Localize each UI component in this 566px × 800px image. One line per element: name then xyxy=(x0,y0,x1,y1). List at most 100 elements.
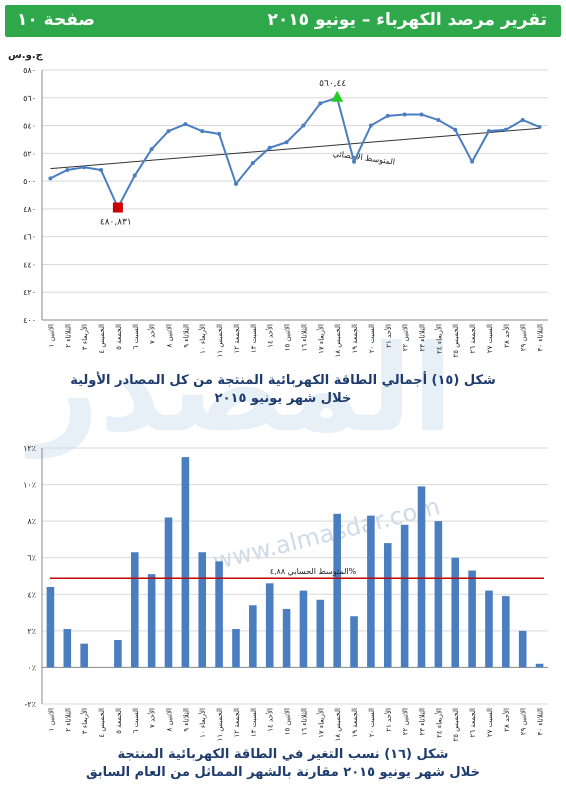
y-tick-label: ١٢٪ xyxy=(23,444,36,453)
x-tick-label: الأحد ٢٨ xyxy=(502,324,511,348)
x-tick-label: الأربعاء ٣ xyxy=(80,324,89,350)
chart1-caption-line2: خلال شهر يونيو ٢٠١٥ xyxy=(214,391,352,406)
x-tick-label: السبت ٢٠ xyxy=(368,708,376,737)
line-point xyxy=(149,147,154,152)
x-tick-label: الاثنين ١ xyxy=(47,324,55,347)
line-point xyxy=(217,131,222,136)
line-point xyxy=(419,112,424,117)
x-tick-label: الثلاثاء ٩ xyxy=(182,708,190,732)
line-point xyxy=(233,181,238,186)
x-tick-label: الخميس ٤ xyxy=(98,324,106,354)
x-tick-label: الخميس ١٨ xyxy=(334,708,342,741)
trend-label: المتوسط الاحصائي xyxy=(332,149,395,167)
bar-chart-x-ticks: الاثنين ١ الثلاثاء ٢ الأربعاء ٣ الخميس ٤ الج… xyxy=(47,708,544,741)
x-tick-label: الثلاثاء ٣٠ xyxy=(537,708,545,736)
x-tick-label: الاثنين ١٥ xyxy=(284,324,292,351)
x-tick-label: الثلاثاء ٣٠ xyxy=(537,324,545,352)
bar xyxy=(265,583,274,668)
line-point xyxy=(318,101,323,106)
x-tick-label: الجمعة ١٢ xyxy=(233,708,241,738)
line-point xyxy=(99,168,104,172)
x-tick-label: الثلاثاء ٢٣ xyxy=(419,708,427,736)
max-point xyxy=(331,90,344,102)
y-tick-label: ٠٪ xyxy=(27,663,36,672)
y-tick-label: ٥٦٠ xyxy=(23,94,36,103)
y-tick-label: ٤٢٠ xyxy=(23,288,36,297)
bar xyxy=(468,570,476,668)
x-tick-label: الأربعاء ٢٤ xyxy=(434,324,443,354)
x-tick-label: الخميس ٢٥ xyxy=(452,324,460,357)
x-tick-label: السبت ١٣ xyxy=(250,708,258,737)
x-tick-label: السبت ٦ xyxy=(132,708,140,733)
x-tick-label: الأحد ٢١ xyxy=(384,324,393,348)
x-tick-label: الاثنين ١٥ xyxy=(284,708,292,735)
x-tick-label: الخميس ١١ xyxy=(216,708,224,741)
bar xyxy=(114,640,122,668)
x-tick-label: الثلاثاء ١٦ xyxy=(300,708,308,736)
y-tick-label: ٨٪ xyxy=(27,517,36,526)
y-tick-label: ٥٨٠ xyxy=(23,66,36,75)
line-point xyxy=(250,161,255,166)
x-tick-label: الجمعة ٥ xyxy=(115,324,123,350)
line-point xyxy=(183,122,188,127)
line-series xyxy=(49,96,540,210)
y-axis-unit: ج.و.س xyxy=(8,50,44,61)
x-tick-label: الجمعة ١٢ xyxy=(233,324,241,354)
page-number: صفحة ١٠ xyxy=(17,10,95,30)
x-tick-label: الثلاثاء ٢٣ xyxy=(419,324,427,352)
min-point xyxy=(112,202,123,213)
x-tick-label: الأحد ٧ xyxy=(148,324,157,344)
x-tick-label: الجمعة ٥ xyxy=(115,708,123,734)
y-tick-label: ٥٤٠ xyxy=(23,122,36,131)
bar xyxy=(367,515,375,668)
y-tick-label: ٢٪ xyxy=(27,627,36,636)
y-tick-label: -٢٪ xyxy=(25,700,36,709)
line-point xyxy=(267,145,272,150)
x-tick-label: الأحد ١٤ xyxy=(266,708,275,732)
line-point xyxy=(470,159,475,164)
y-tick-label: ١٠٪ xyxy=(23,481,36,490)
y-tick-label: ٤٪ xyxy=(27,590,36,599)
bar xyxy=(46,586,55,668)
x-tick-label: الأحد ١٤ xyxy=(266,324,275,348)
bar xyxy=(130,552,139,668)
bar xyxy=(147,574,156,668)
bar xyxy=(451,557,460,668)
y-tick-label: ٦٪ xyxy=(27,554,36,563)
x-tick-label: الثلاثاء ٩ xyxy=(182,324,190,348)
line-point xyxy=(486,129,491,134)
bar xyxy=(63,629,72,668)
line-point xyxy=(284,140,289,145)
line-point xyxy=(402,112,407,117)
x-tick-label: الخميس ٢٥ xyxy=(452,708,460,741)
y-tick-label: ٤٨٠ xyxy=(23,205,36,214)
line-chart-y-ticks: ٤٠٠ ٤٢٠ ٤٤٠ ٤٦٠ ٤٨٠ ٥٠٠ ٥٢٠ ٥٤٠ ٥٦٠ ٥٨٠ xyxy=(23,66,36,325)
x-tick-label: الأحد ٢١ xyxy=(384,708,393,732)
min-value-label: ٤٨٠,٨٣١ xyxy=(100,218,132,228)
bar xyxy=(232,629,240,668)
bar xyxy=(485,590,493,668)
x-tick-label: الأربعاء ١٧ xyxy=(316,324,325,354)
line-chart-x-ticks: الاثنين ١ الثلاثاء ٢ الأربعاء ٣ الخميس ٤ الج… xyxy=(47,324,544,357)
bar xyxy=(400,524,409,668)
report-title: تقرير مرصد الكهرباء – يونيو ٢٠١٥ xyxy=(267,10,547,30)
chart2-caption-line1: شكل (١٦) نسب التغير في الطاقة الكهربائية… xyxy=(117,747,449,762)
x-tick-label: الجمعة ١٩ xyxy=(351,324,359,354)
bar xyxy=(518,630,527,668)
x-tick-label: الأربعاء ٣ xyxy=(80,708,89,734)
line-point xyxy=(385,113,390,118)
line-point xyxy=(368,123,373,128)
line-point xyxy=(436,118,441,122)
average-label: المتوسط الحسابي ٤,٨٨% xyxy=(270,567,357,576)
chart2-caption-line2: خلال شهر يونيو ٢٠١٥ مقارنة بالشهر المماث… xyxy=(86,765,480,780)
bar xyxy=(282,608,291,668)
x-tick-label: السبت ٢٠ xyxy=(368,324,376,353)
bar xyxy=(502,596,510,668)
bar xyxy=(164,517,173,668)
x-tick-label: الثلاثاء ١٦ xyxy=(300,324,308,352)
bar xyxy=(316,599,325,668)
x-tick-label: الاثنين ٢٩ xyxy=(520,324,528,351)
x-tick-label: الأحد ٧ xyxy=(148,708,157,728)
x-tick-label: الأربعاء ١٧ xyxy=(316,708,325,738)
